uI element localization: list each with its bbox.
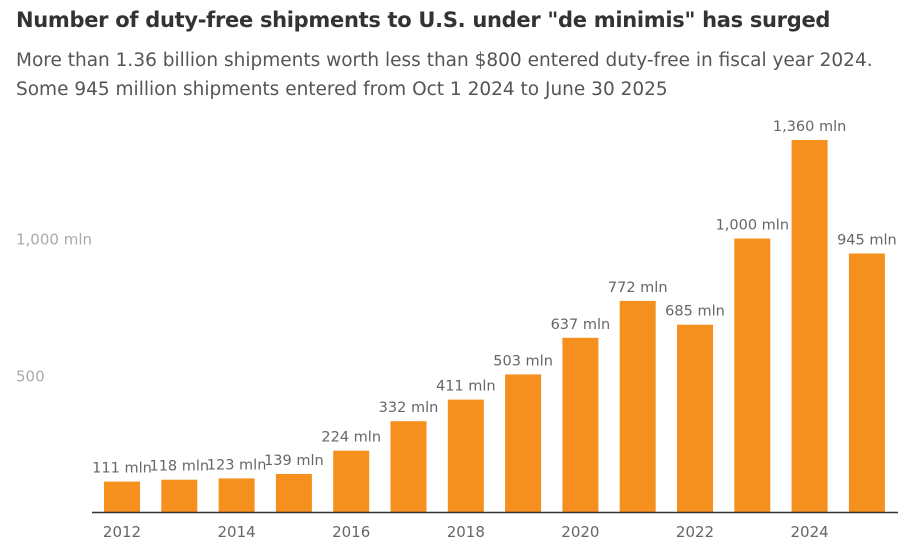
y-tick-label: 1,000 mln	[16, 231, 92, 249]
bar-value-label: 1,360 mln	[773, 119, 846, 135]
bar	[104, 481, 140, 512]
bar	[562, 337, 599, 512]
x-tick-label: 2020	[561, 523, 599, 541]
bar	[505, 374, 542, 512]
bar-value-label: 1,000 mln	[716, 218, 789, 234]
x-tick-label: 2016	[332, 523, 370, 541]
x-tick-label: 2014	[218, 523, 256, 541]
bar	[161, 479, 198, 512]
subtitle-line-2: Some 945 million shipments entered from …	[16, 79, 668, 100]
chart-title: Number of duty-free shipments to U.S. un…	[16, 8, 831, 32]
bar-value-label: 139 mln	[264, 453, 324, 469]
bar	[791, 140, 828, 512]
bar-value-label: 503 mln	[493, 353, 553, 369]
x-tick-label: 2022	[676, 523, 714, 541]
bar-value-label: 111 mln	[92, 461, 152, 477]
x-tick-label: 2024	[791, 523, 829, 541]
bar-value-label: 123 mln	[207, 457, 267, 473]
bar-value-label: 637 mln	[551, 317, 611, 333]
bar	[390, 421, 427, 512]
bar-value-label: 411 mln	[436, 379, 496, 395]
bar	[218, 478, 255, 512]
subtitle-line-1: More than 1.36 billion shipments worth l…	[16, 50, 873, 71]
bar	[275, 474, 312, 512]
y-tick-label: 500	[16, 367, 45, 385]
bar	[333, 450, 370, 512]
bar-value-label: 685 mln	[665, 304, 725, 320]
bar	[619, 300, 656, 512]
bar	[677, 324, 713, 512]
bar	[734, 238, 771, 512]
x-tick-label: 2012	[103, 523, 141, 541]
bar-value-label: 332 mln	[379, 400, 439, 416]
bar	[848, 253, 885, 512]
chart-subtitle: More than 1.36 billion shipments worth l…	[16, 46, 873, 104]
bar-value-label: 945 mln	[837, 233, 897, 249]
x-tick-label: 2018	[447, 523, 485, 541]
bar-value-label: 118 mln	[149, 459, 209, 475]
bar-value-label: 772 mln	[608, 280, 668, 296]
bar	[447, 399, 484, 512]
bar-value-label: 224 mln	[321, 430, 381, 446]
